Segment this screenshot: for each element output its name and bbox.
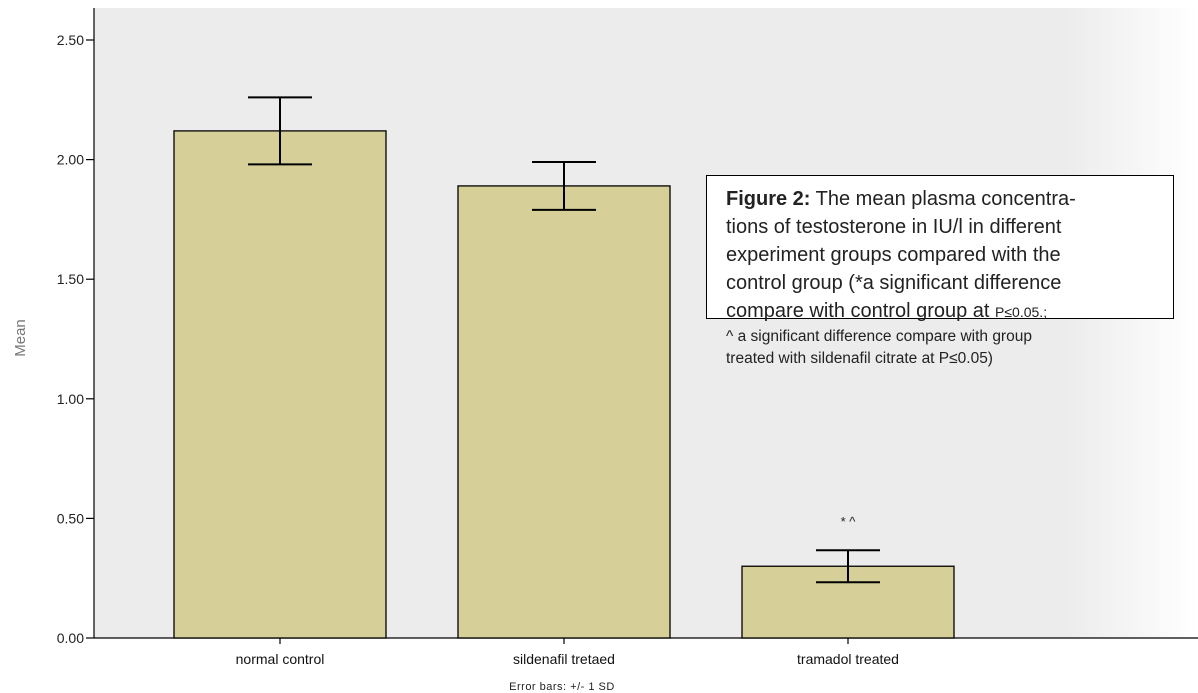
- x-axis-labels: normal control sildenafil tretaed tramadol…: [236, 638, 899, 667]
- caption-text-5a: compare with control group at: [726, 300, 996, 322]
- caption-line-7: treated with sildenafil citrate at P≤0.0…: [726, 350, 993, 367]
- caption-text-5b: P≤0.05.;: [995, 304, 1048, 320]
- y-tick-label: 2.50: [57, 32, 84, 48]
- caption-line-5: compare with control group at P≤0.05.;: [726, 297, 1165, 326]
- x-category-label: tramadol treated: [797, 651, 899, 667]
- y-tick-label: 1.00: [57, 391, 84, 407]
- y-tick-label: 0.50: [57, 510, 84, 526]
- y-tick-label: 0.00: [57, 630, 84, 646]
- bars-group: [173, 130, 955, 639]
- bar: [173, 130, 387, 639]
- caption-line-6: ^ a significant difference compare with …: [726, 328, 1032, 345]
- caption-line-4: control group (*a significant difference: [726, 272, 1062, 294]
- caption-line-1: Figure 2: The mean plasma concentra-: [726, 185, 1165, 213]
- y-tick-label: 2.00: [57, 152, 84, 168]
- x-category-label: normal control: [236, 651, 325, 667]
- error-bars-group: * ^: [248, 96, 880, 584]
- y-tick-label: 1.50: [57, 271, 84, 287]
- caption-line-2: tions of testosterone in IU/l in differe…: [726, 216, 1062, 238]
- y-axis-label: Mean: [12, 319, 29, 357]
- caption-line-3: experiment groups compared with the: [726, 244, 1061, 266]
- caption-label: Figure 2:: [726, 188, 811, 210]
- error-bars-footnote: Error bars: +/- 1 SD: [509, 681, 615, 693]
- x-category-label: sildenafil tretaed: [513, 651, 615, 667]
- y-axis-ticks: 0.00 0.50 1.00 1.50 2.00 2.50: [57, 32, 94, 646]
- bar: [457, 185, 671, 639]
- significance-annotation: * ^: [841, 514, 857, 529]
- figure-caption-box: Figure 2: The mean plasma concentra- tio…: [706, 175, 1174, 367]
- caption-text-1: The mean plasma concentra-: [810, 188, 1076, 210]
